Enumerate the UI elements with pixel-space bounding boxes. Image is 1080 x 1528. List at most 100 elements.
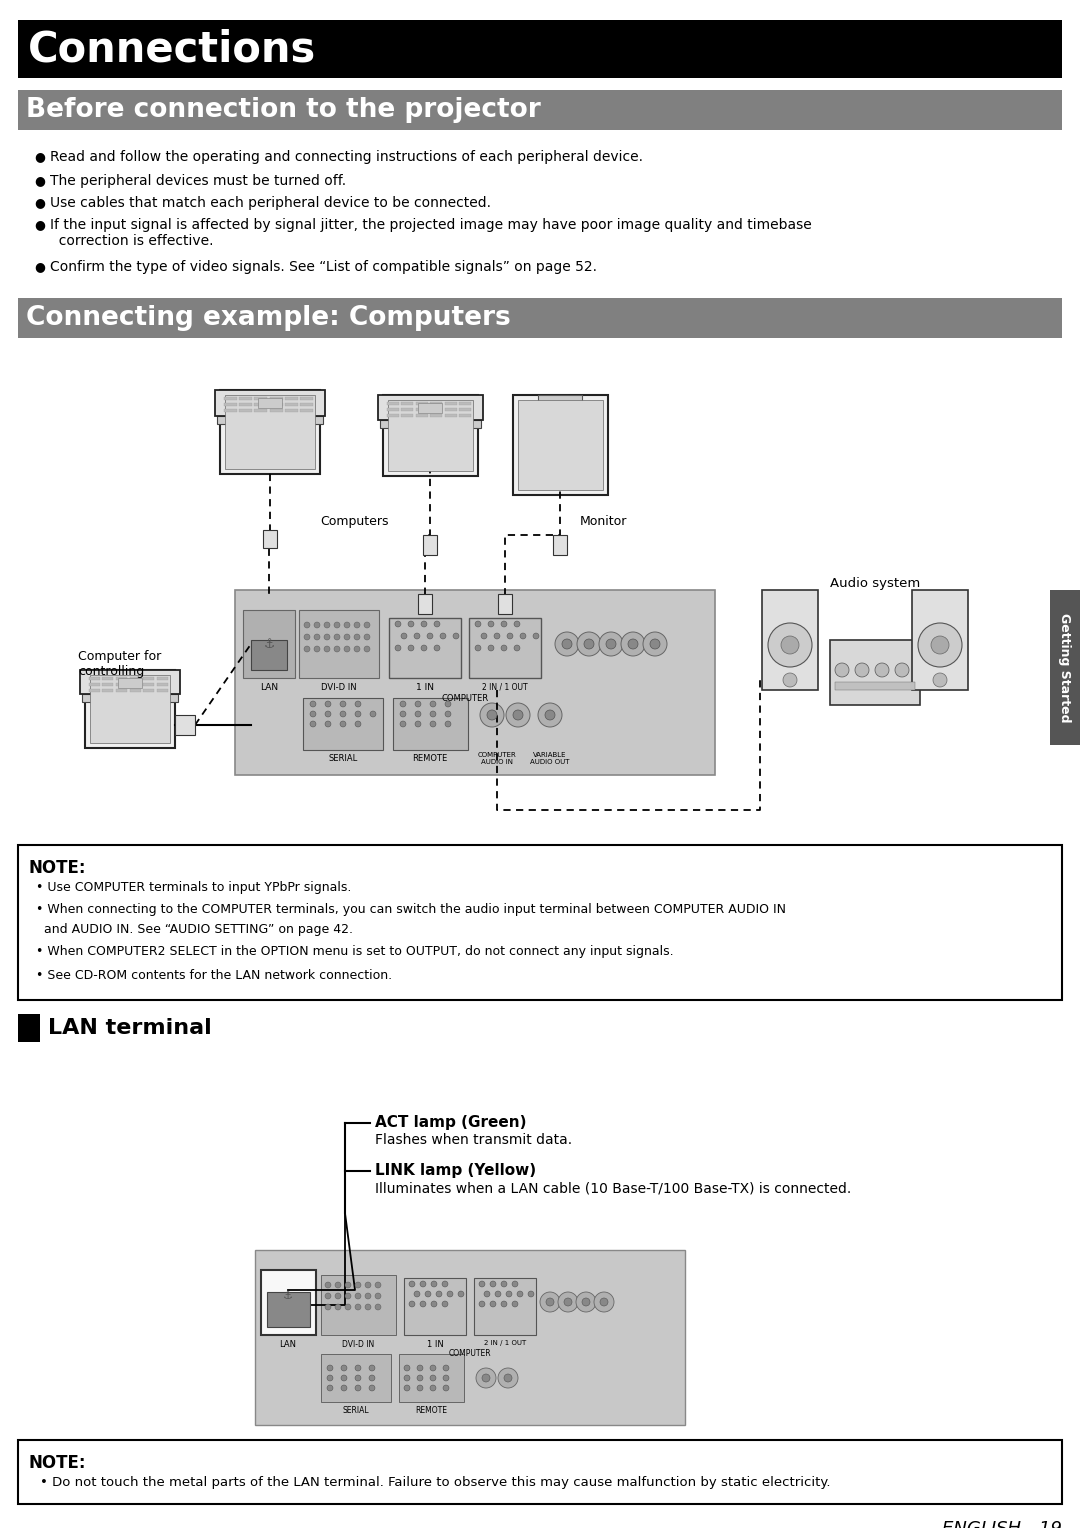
Text: ACT lamp (Green): ACT lamp (Green) (375, 1115, 527, 1131)
Circle shape (334, 622, 340, 628)
Circle shape (445, 711, 451, 717)
Circle shape (365, 1293, 372, 1299)
Text: ●: ● (33, 219, 45, 231)
Bar (102, 677, 113, 680)
Circle shape (453, 633, 459, 639)
Circle shape (487, 711, 497, 720)
Text: The peripheral devices must be turned off.: The peripheral devices must be turned of… (50, 174, 346, 188)
Bar (239, 397, 252, 400)
Circle shape (545, 711, 555, 720)
Circle shape (355, 711, 361, 717)
Bar (459, 414, 471, 417)
Bar (254, 410, 267, 413)
Bar (401, 402, 413, 405)
Bar (175, 715, 195, 735)
Circle shape (501, 1280, 507, 1287)
Bar (388, 400, 473, 471)
Bar (258, 397, 282, 408)
Text: If the input signal is affected by signal jitter, the projected image may have p: If the input signal is affected by signa… (50, 219, 812, 248)
Bar (89, 683, 100, 686)
Circle shape (335, 1293, 341, 1299)
Circle shape (420, 1280, 426, 1287)
Circle shape (340, 701, 346, 707)
Circle shape (488, 620, 494, 626)
Circle shape (480, 703, 504, 727)
Circle shape (345, 622, 350, 628)
Circle shape (364, 634, 370, 640)
Bar (18, 298, 1062, 338)
Text: and AUDIO IN. See “AUDIO SETTING” on page 42.: and AUDIO IN. See “AUDIO SETTING” on pag… (36, 923, 353, 937)
Circle shape (327, 1375, 333, 1381)
Circle shape (355, 1303, 361, 1309)
Text: ●: ● (33, 174, 45, 186)
Circle shape (434, 620, 440, 626)
Circle shape (430, 1365, 436, 1371)
Bar (430, 402, 442, 405)
Text: REMOTE: REMOTE (415, 1406, 447, 1415)
Circle shape (875, 663, 889, 677)
Circle shape (512, 1300, 518, 1306)
Circle shape (475, 645, 481, 651)
Bar (270, 410, 283, 413)
Bar (80, 669, 180, 694)
Text: • Do not touch the metal parts of the LAN terminal. Failure to observe this may : • Do not touch the metal parts of the LA… (40, 1476, 831, 1488)
Circle shape (324, 622, 330, 628)
Circle shape (415, 701, 421, 707)
Circle shape (564, 1297, 572, 1306)
Circle shape (481, 633, 487, 639)
Bar (116, 683, 127, 686)
Text: LINK lamp (Yellow): LINK lamp (Yellow) (375, 1163, 536, 1178)
Circle shape (606, 639, 616, 649)
Text: Computers: Computers (320, 515, 389, 529)
Circle shape (555, 633, 579, 656)
Circle shape (445, 701, 451, 707)
Circle shape (443, 1384, 449, 1390)
Circle shape (364, 622, 370, 628)
Circle shape (355, 1365, 361, 1371)
Bar (18, 1439, 1062, 1504)
Circle shape (480, 1280, 485, 1287)
Bar (299, 610, 379, 678)
Circle shape (458, 1291, 464, 1297)
Bar (157, 683, 168, 686)
Circle shape (341, 1375, 347, 1381)
Text: Monitor: Monitor (580, 515, 627, 529)
Text: Before connection to the projector: Before connection to the projector (26, 96, 541, 122)
Bar (89, 689, 100, 692)
Bar (459, 402, 471, 405)
Circle shape (528, 1291, 534, 1297)
Text: AUDIO OUT: AUDIO OUT (530, 759, 570, 766)
Text: COMPUTER: COMPUTER (448, 1349, 491, 1358)
Bar (762, 590, 818, 691)
Bar (387, 402, 399, 405)
Circle shape (395, 645, 401, 651)
Circle shape (501, 645, 507, 651)
Text: Use cables that match each peripheral device to be connected.: Use cables that match each peripheral de… (50, 196, 491, 209)
Circle shape (498, 1368, 518, 1387)
Bar (300, 410, 313, 413)
Circle shape (420, 1300, 426, 1306)
Text: Connections: Connections (28, 28, 316, 70)
Circle shape (345, 1282, 351, 1288)
Circle shape (507, 1291, 512, 1297)
Circle shape (325, 1293, 330, 1299)
Circle shape (355, 721, 361, 727)
Bar (224, 397, 237, 400)
Bar (235, 590, 715, 775)
Circle shape (401, 633, 407, 639)
Bar (285, 403, 298, 406)
Bar (116, 689, 127, 692)
Circle shape (327, 1384, 333, 1390)
Circle shape (540, 1293, 561, 1313)
Circle shape (325, 711, 330, 717)
Bar (418, 594, 432, 614)
Circle shape (475, 620, 481, 626)
Circle shape (430, 1375, 436, 1381)
Bar (157, 677, 168, 680)
Text: LAN: LAN (260, 683, 278, 692)
Circle shape (443, 1375, 449, 1381)
Circle shape (303, 622, 310, 628)
Circle shape (768, 623, 812, 668)
Circle shape (414, 633, 420, 639)
Circle shape (334, 646, 340, 652)
